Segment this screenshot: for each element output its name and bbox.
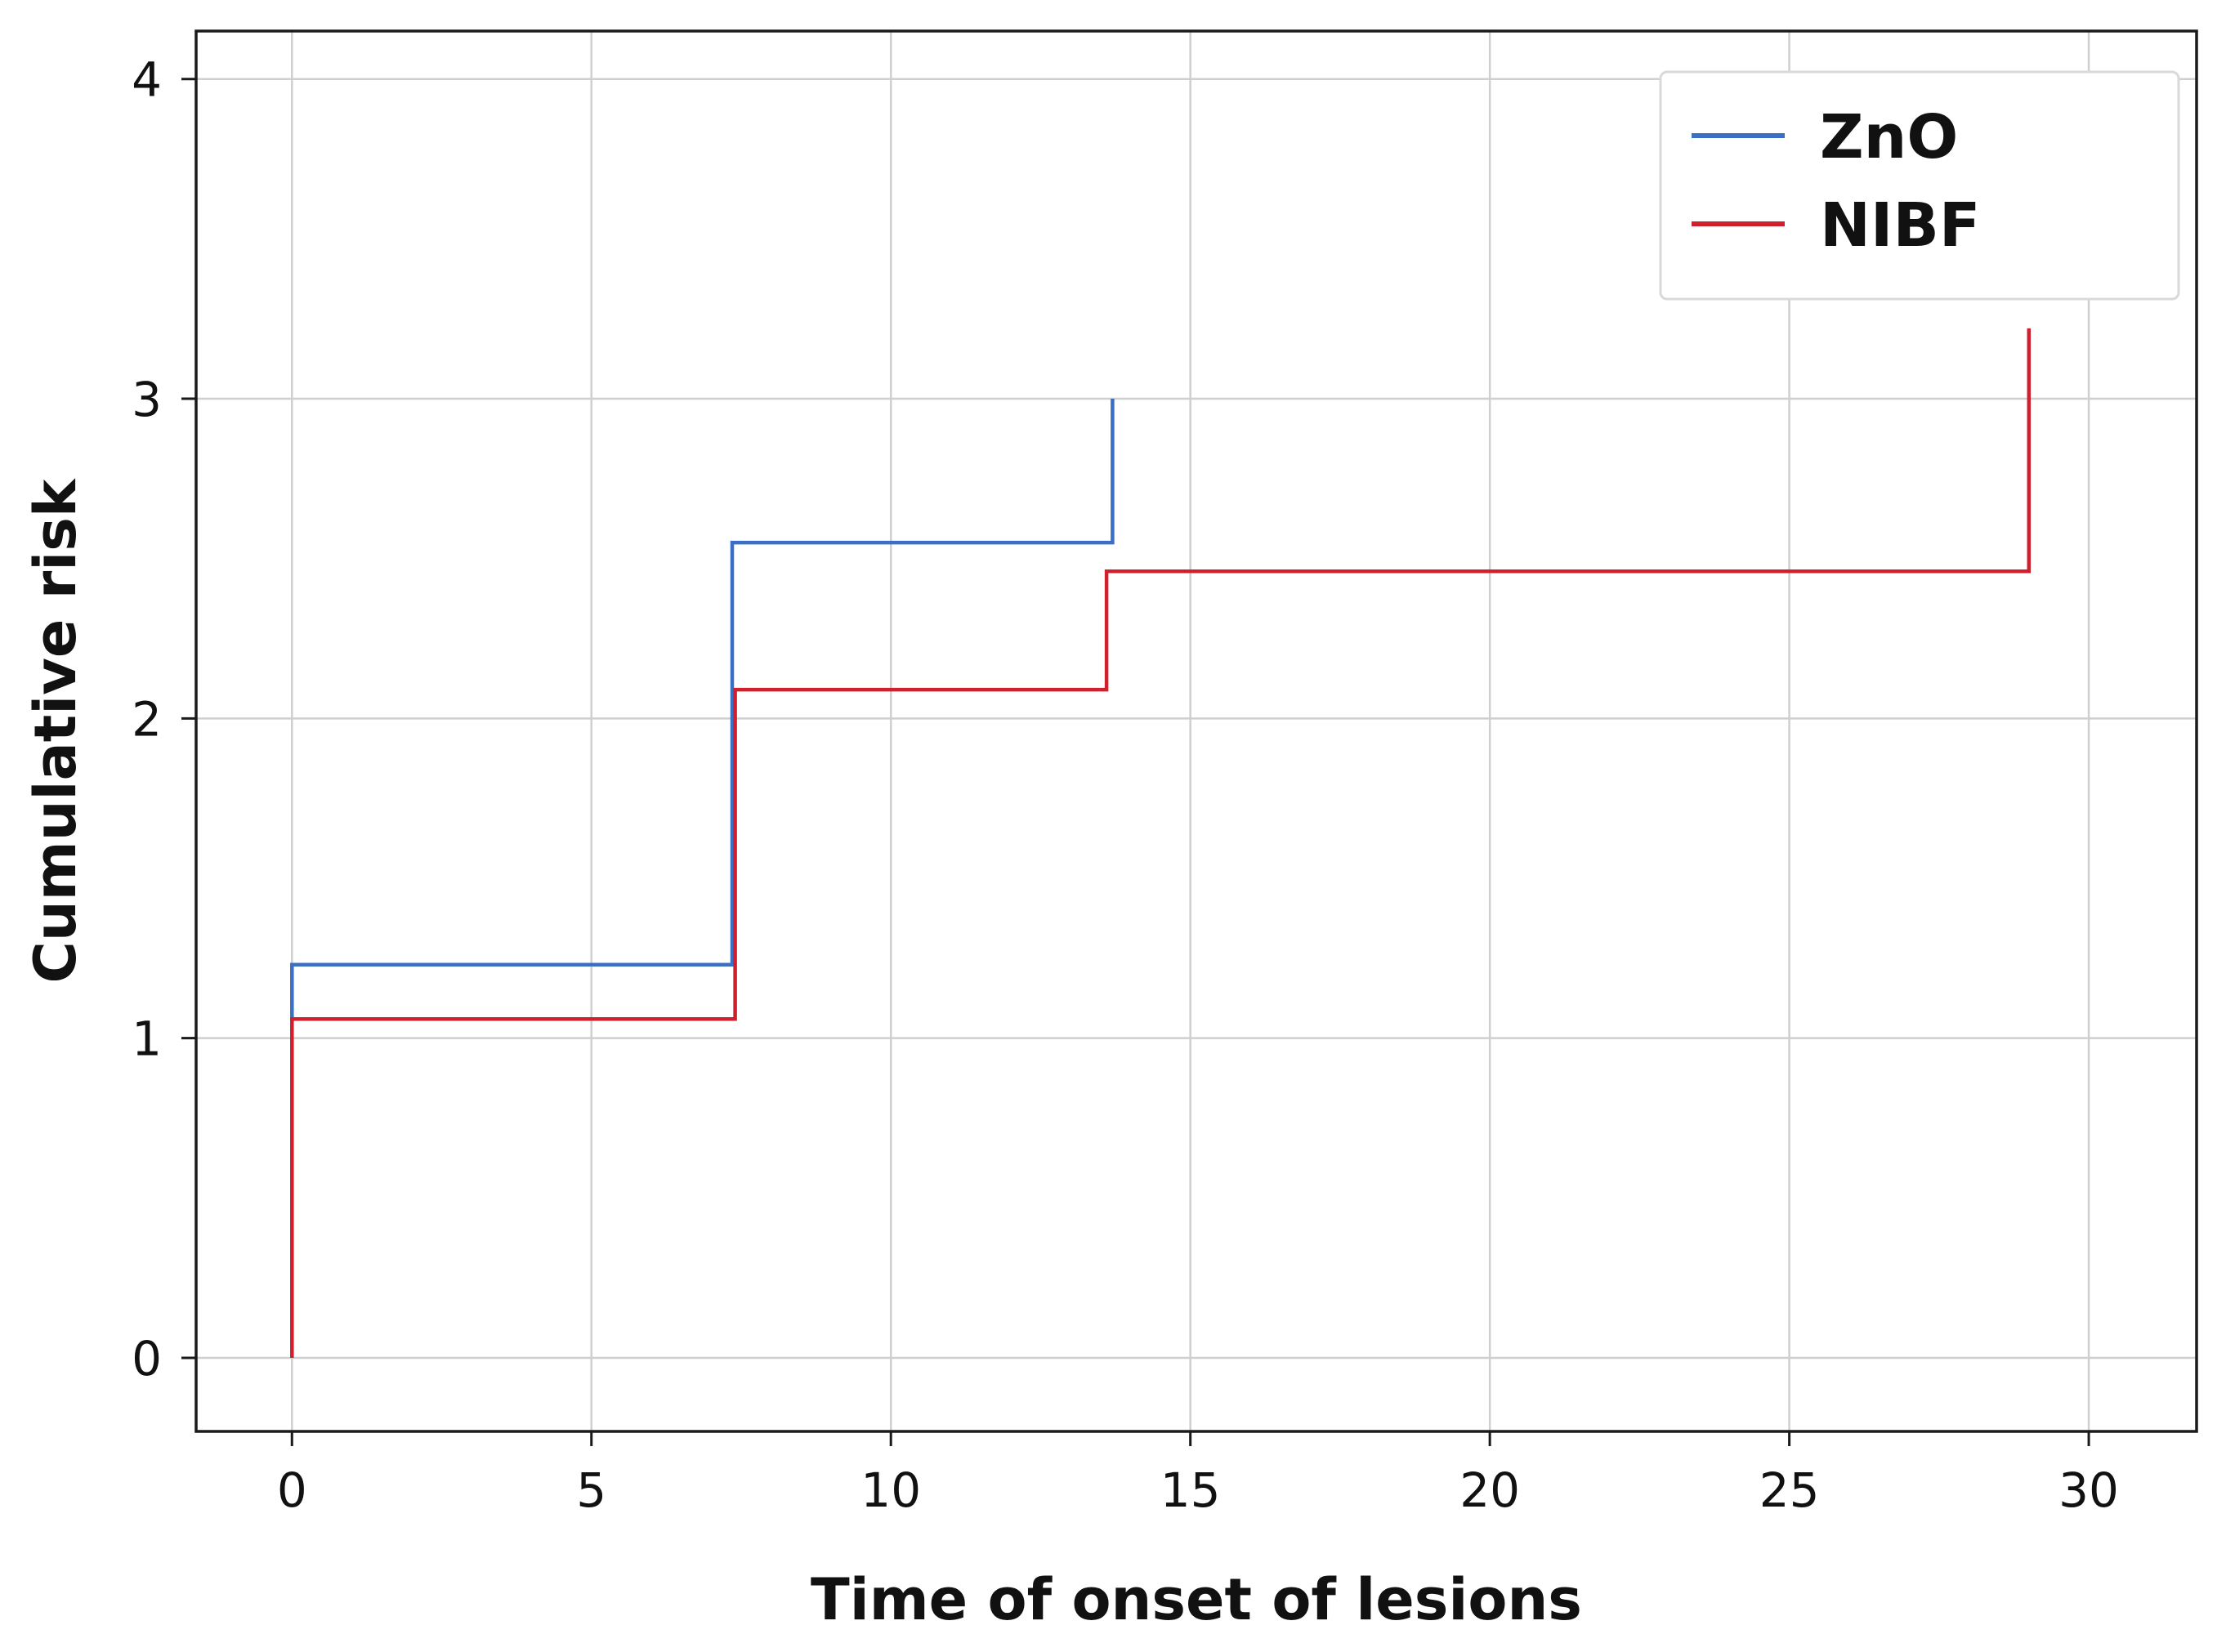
x-tick-label: 10 (860, 1462, 921, 1518)
series-line-nibf (290, 328, 2032, 1358)
legend-label-zno: ZnO (1820, 102, 1958, 172)
y-tick-label: 0 (132, 1331, 162, 1386)
legend: ZnO NIBF (1659, 70, 2180, 301)
x-axis-title: Time of onset of lesions (811, 1566, 1582, 1633)
legend-box (1659, 70, 2180, 301)
y-tick-label: 3 (132, 372, 162, 427)
plot-area (194, 29, 2198, 1433)
x-tick-label: 30 (2058, 1462, 2119, 1518)
x-tick-label: 15 (1160, 1462, 1221, 1518)
x-tick-label: 25 (1759, 1462, 1820, 1518)
series-layer (290, 328, 2032, 1358)
legend-label-nibf: NIBF (1820, 190, 1980, 261)
y-axis-title: Cumulative risk (22, 478, 89, 983)
x-tick-label: 0 (277, 1462, 307, 1518)
x-tick-label: 5 (576, 1462, 606, 1518)
y-axis: 0 1 2 3 4 (132, 52, 196, 1386)
series-line-zno (290, 399, 1115, 1020)
x-axis: 0 5 10 15 20 25 30 (277, 1431, 2119, 1518)
y-tick-label: 1 (132, 1011, 162, 1067)
y-tick-label: 4 (132, 52, 162, 108)
x-tick-label: 20 (1459, 1462, 1520, 1518)
y-tick-label: 2 (132, 691, 162, 747)
